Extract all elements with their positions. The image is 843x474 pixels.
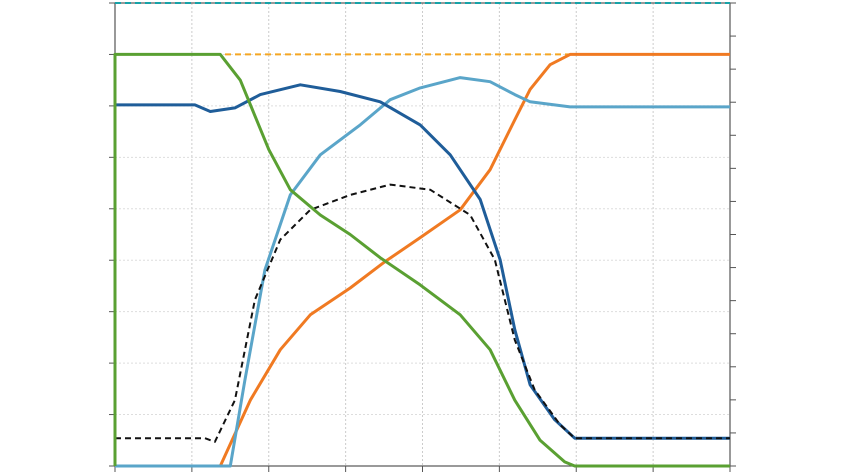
series-line <box>115 183 730 443</box>
series-line <box>115 52 730 468</box>
series-line <box>113 52 730 468</box>
series-line <box>115 76 730 468</box>
series-line <box>115 83 730 440</box>
